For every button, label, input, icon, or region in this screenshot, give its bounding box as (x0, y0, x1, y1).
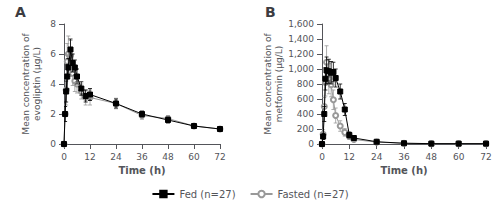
svg-text:72: 72 (214, 152, 225, 162)
svg-text:A: A (15, 4, 26, 20)
svg-text:0: 0 (308, 139, 314, 149)
svg-text:200: 200 (297, 124, 314, 134)
svg-text:36: 36 (398, 152, 410, 162)
svg-text:0: 0 (61, 152, 67, 162)
svg-text:1,400: 1,400 (288, 34, 314, 44)
svg-text:1,600: 1,600 (288, 19, 314, 29)
svg-text:72: 72 (480, 152, 491, 162)
svg-text:600: 600 (297, 94, 314, 104)
svg-text:36: 36 (136, 152, 148, 162)
svg-text:Fed (n=27): Fed (n=27) (179, 189, 235, 200)
svg-text:6: 6 (50, 49, 56, 59)
svg-text:48: 48 (426, 152, 438, 162)
svg-text:8: 8 (50, 19, 56, 29)
svg-text:24: 24 (110, 152, 122, 162)
svg-text:Time (h): Time (h) (118, 165, 165, 176)
svg-text:2: 2 (50, 109, 56, 119)
svg-text:evogliptin (μg/L): evogliptin (μg/L) (32, 47, 42, 121)
svg-text:B: B (265, 4, 276, 20)
svg-text:60: 60 (188, 152, 200, 162)
svg-text:Fasted (n=27): Fasted (n=27) (278, 189, 349, 200)
svg-text:24: 24 (371, 152, 383, 162)
svg-text:4: 4 (50, 79, 56, 89)
svg-text:Mean concentration of: Mean concentration of (263, 33, 273, 135)
svg-text:Time (h): Time (h) (380, 165, 427, 176)
svg-text:400: 400 (297, 109, 314, 119)
svg-text:1,200: 1,200 (288, 49, 314, 59)
svg-text:1,000: 1,000 (288, 64, 314, 74)
svg-text:0: 0 (50, 139, 56, 149)
svg-text:0: 0 (319, 152, 325, 162)
svg-text:metformin (μg/L): metformin (μg/L) (274, 46, 284, 122)
svg-text:60: 60 (453, 152, 465, 162)
svg-text:Mean concentration of: Mean concentration of (21, 33, 31, 135)
svg-text:48: 48 (162, 152, 174, 162)
svg-text:12: 12 (84, 152, 95, 162)
svg-text:800: 800 (297, 79, 314, 89)
svg-text:12: 12 (344, 152, 355, 162)
